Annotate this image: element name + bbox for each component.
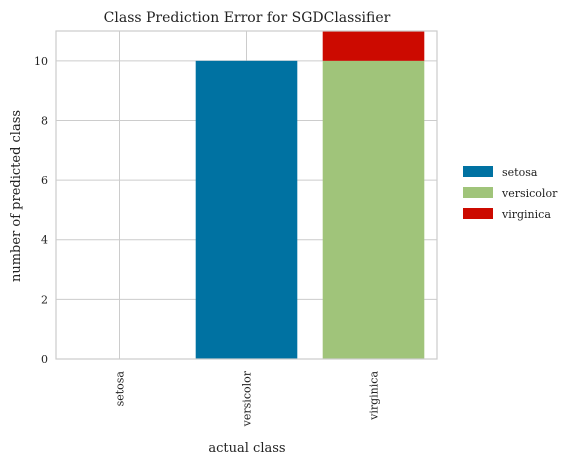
bar-versicolor-setosa — [195, 60, 298, 360]
x-tick-label: setosa — [114, 371, 127, 407]
y-tick-label: 8 — [41, 114, 48, 127]
bar-virginica-versicolor — [322, 60, 425, 360]
y-tick-label: 2 — [41, 293, 48, 306]
legend-swatch-versicolor — [463, 187, 493, 198]
bars — [195, 31, 425, 360]
legend-swatch-virginica — [463, 208, 493, 219]
legend-label-setosa: setosa — [502, 166, 538, 179]
y-tick-label: 0 — [41, 353, 48, 366]
bar-virginica-virginica — [322, 31, 425, 61]
x-tick-label: versicolor — [241, 370, 254, 427]
legend: setosa versicolor virginica — [463, 166, 558, 221]
legend-label-virginica: virginica — [501, 208, 551, 221]
legend-label-versicolor: versicolor — [501, 187, 558, 200]
x-axis-label: actual class — [208, 441, 285, 456]
plot-border — [55, 30, 438, 360]
y-tick-label: 6 — [41, 174, 48, 187]
y-tick-label: 10 — [34, 55, 48, 68]
y-tick-label: 4 — [41, 234, 48, 247]
plot-frame — [55, 30, 438, 360]
x-tick-label: virginica — [368, 371, 381, 421]
tick-labels: 0 2 4 6 8 10 setosa versicolor virginica — [34, 55, 381, 428]
legend-swatch-setosa — [463, 166, 493, 177]
chart-title: Class Prediction Error for SGDClassifier — [104, 10, 391, 26]
y-axis-label: number of predicted class — [9, 110, 24, 282]
